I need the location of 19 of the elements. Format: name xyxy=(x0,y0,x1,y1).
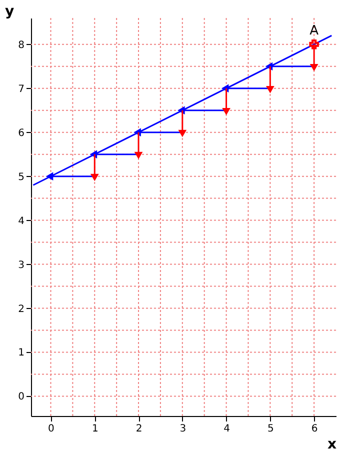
x-axis-title: x xyxy=(327,436,336,452)
x-tick-label: 2 xyxy=(136,424,142,434)
x-tick-label: 0 xyxy=(48,424,54,434)
x-tick-label: 6 xyxy=(311,424,318,434)
y-tick-label: 5 xyxy=(18,172,24,183)
y-tick-label: 8 xyxy=(18,40,24,51)
y-axis-title: y xyxy=(4,4,14,20)
x-tick-label: 4 xyxy=(224,424,230,434)
y-tick-label: 7 xyxy=(18,84,24,95)
y-tick-label: 2 xyxy=(18,304,24,315)
x-tick-label: 5 xyxy=(267,424,274,434)
x-tick-label: 3 xyxy=(180,424,186,434)
y-tick-label: 6 xyxy=(18,128,24,139)
y-tick-label: 4 xyxy=(18,216,24,227)
y-tick-label: 1 xyxy=(18,348,24,359)
y-tick-label: 0 xyxy=(18,392,24,403)
x-tick-label: 1 xyxy=(92,424,98,434)
annotation: A xyxy=(310,23,319,38)
y-tick-label: 3 xyxy=(18,260,24,271)
